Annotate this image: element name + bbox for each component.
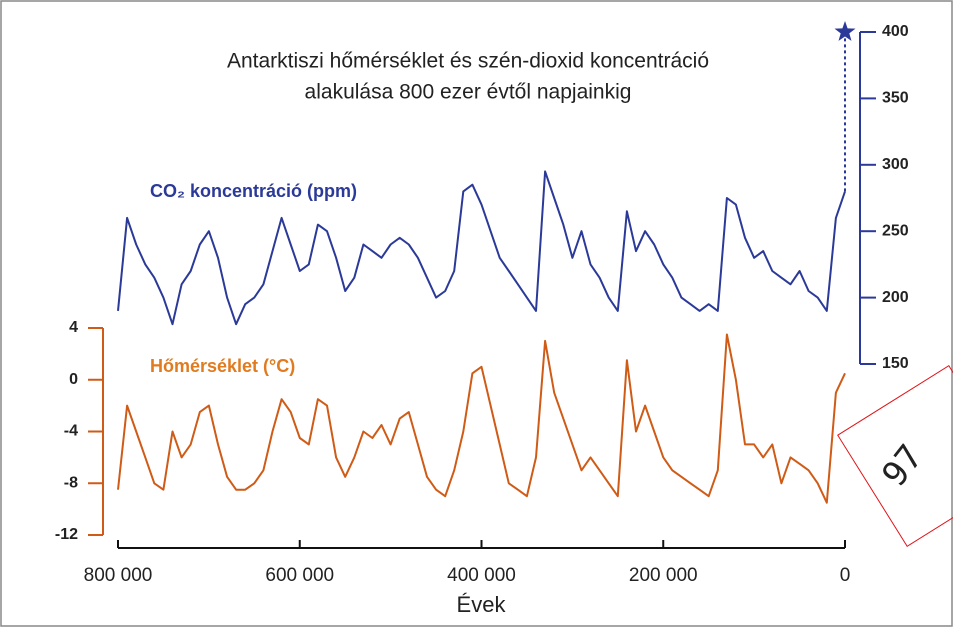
data-line	[117, 170, 846, 326]
series-label: Hőmérséklet (°C)	[150, 356, 295, 376]
data-line	[117, 333, 846, 504]
y-tick-label: -12	[55, 526, 78, 543]
x-tick-label: 600 000	[265, 565, 334, 586]
y-tick-label: -8	[64, 474, 78, 491]
y-tick-label: 4	[69, 319, 78, 336]
y-tick-label: -4	[64, 423, 78, 440]
y2-tick-label: 150	[882, 355, 909, 372]
x-tick-label: 0	[840, 565, 851, 586]
x-tick-label: 200 000	[629, 565, 698, 586]
x-tick-label: 400 000	[447, 565, 516, 586]
x-axis-label: Évek	[457, 592, 507, 617]
chart-title: Antarktiszi hőmérséklet és szén-dioxid k…	[227, 50, 709, 73]
overlay-label: 97	[874, 437, 932, 495]
y2-tick-label: 250	[882, 222, 909, 239]
x-tick-label: 800 000	[84, 565, 153, 586]
current-marker	[834, 21, 856, 41]
y2-tick-label: 400	[882, 23, 909, 40]
y2-tick-label: 300	[882, 156, 909, 173]
series-label: CO₂ koncentráció (ppm)	[150, 181, 357, 201]
y2-tick-label: 350	[882, 90, 909, 107]
y-tick-label: 0	[69, 371, 78, 388]
chart-title: alakulása 800 ezer évtől napjainkig	[305, 81, 632, 104]
y2-tick-label: 200	[882, 289, 909, 306]
